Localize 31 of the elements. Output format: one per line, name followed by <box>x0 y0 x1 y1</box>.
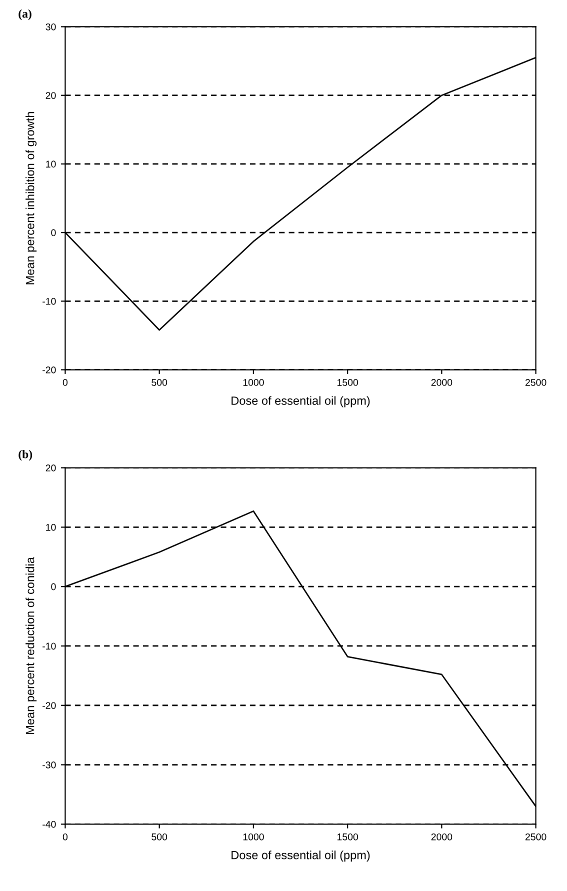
y-axis-title: Mean percent reduction of conidia <box>26 557 37 734</box>
y-tick-label: -40 <box>42 820 56 828</box>
x-tick-label: 2000 <box>431 379 452 386</box>
x-tick-label: 2000 <box>431 833 452 840</box>
y-axis-title: Mean percent inhibition of growth <box>26 112 37 284</box>
x-tick-label: 2500 <box>525 833 546 840</box>
x-tick-label: 500 <box>152 379 168 386</box>
x-tick-label: 1000 <box>243 833 264 840</box>
x-axis-title: Dose of essential oil (ppm) <box>232 396 370 408</box>
x-tick-label: 0 <box>62 379 68 386</box>
y-tick-label: 20 <box>46 92 56 99</box>
y-tick-label: 10 <box>46 524 56 531</box>
y-tick-label: 20 <box>46 464 56 472</box>
x-tick-label: 500 <box>152 833 168 840</box>
y-tick-label: 0 <box>51 583 56 590</box>
x-tick-label: 2500 <box>525 379 546 386</box>
y-tick-label: -20 <box>42 366 56 374</box>
y-tick-label: -30 <box>42 762 56 768</box>
chart-title: (a) <box>18 9 32 20</box>
y-tick-label: 10 <box>46 160 56 168</box>
y-tick-label: 30 <box>46 23 56 30</box>
x-tick-label: 1000 <box>243 379 264 386</box>
x-tick-label: 0 <box>62 833 68 840</box>
x-tick-label: 1500 <box>338 379 358 386</box>
x-axis-title: Dose of essential oil (ppm) <box>232 850 370 862</box>
y-tick-label: -10 <box>42 642 56 650</box>
y-tick-label: -10 <box>42 298 56 305</box>
chart-title: (b) <box>18 450 32 461</box>
y-tick-label: 0 <box>51 229 56 236</box>
y-tick-label: -20 <box>42 702 56 709</box>
x-tick-label: 1500 <box>338 833 358 840</box>
